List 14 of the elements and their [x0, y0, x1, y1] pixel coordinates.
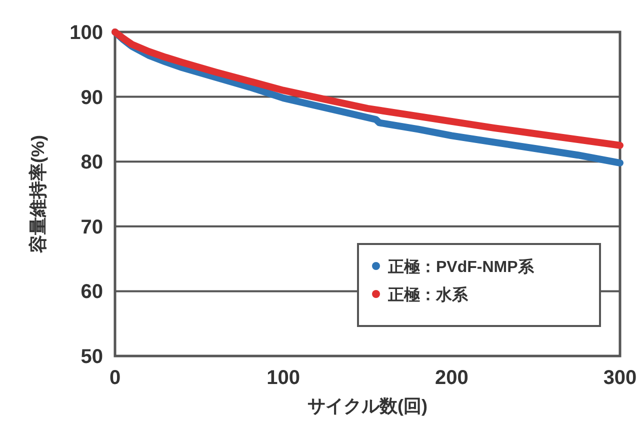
x-tick-label: 300: [603, 367, 637, 389]
legend-label: 正極：水系: [387, 286, 469, 304]
y-axis-title: 容量維持率(%): [28, 135, 48, 254]
legend-label: 正極：PVdF-NMP系: [387, 258, 535, 276]
y-tick-label: 80: [80, 152, 103, 174]
x-tick-label: 200: [434, 367, 468, 389]
y-tick-label: 60: [80, 281, 103, 304]
y-tick-label: 50: [80, 346, 103, 368]
y-tick-label: 100: [70, 22, 103, 44]
y-tick-label: 90: [80, 86, 103, 109]
x-tick-label: 0: [109, 367, 121, 389]
x-axis-title: サイクル数(回): [308, 396, 428, 416]
y-tick-label: 70: [80, 216, 103, 238]
x-tick-label: 100: [266, 367, 300, 389]
